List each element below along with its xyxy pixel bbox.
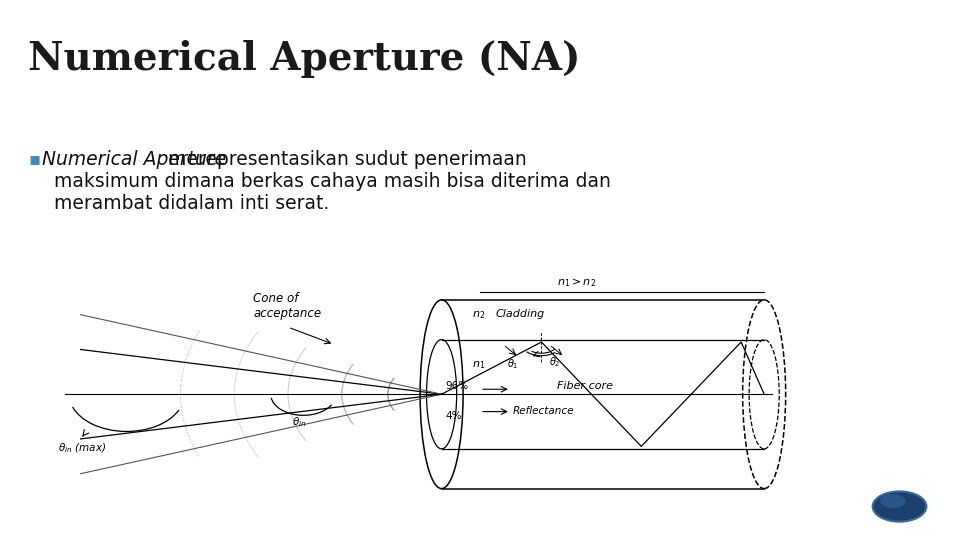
Text: Fiber core: Fiber core [557,381,612,391]
Text: Numerical Aperture (NA): Numerical Aperture (NA) [28,40,581,78]
Text: 96%: 96% [445,381,468,391]
Text: $\theta_1$: $\theta_1$ [507,357,518,370]
Text: $\theta_2$: $\theta_2$ [549,355,561,369]
Text: Cone of: Cone of [253,292,299,305]
Text: maksimum dimana berkas cahaya masih bisa diterima dan: maksimum dimana berkas cahaya masih bisa… [42,172,611,191]
Text: Reflectance: Reflectance [513,406,574,416]
Text: $\theta_{in}$ (max): $\theta_{in}$ (max) [58,442,106,455]
Text: merambat didalam inti serat.: merambat didalam inti serat. [42,194,329,213]
Text: $\theta_{in}$: $\theta_{in}$ [292,415,306,429]
Text: ▪: ▪ [28,150,40,168]
Text: 4%: 4% [445,411,462,421]
Text: acceptance: acceptance [253,307,322,320]
Text: Numerical Aperture: Numerical Aperture [42,150,227,169]
Text: $n_2$: $n_2$ [472,309,486,321]
Text: $n_1 > n_2$: $n_1 > n_2$ [557,276,596,289]
Text: Cladding: Cladding [495,309,544,319]
Text: $n_1$: $n_1$ [472,359,486,370]
Text: merepresentasikan sudut penerimaan: merepresentasikan sudut penerimaan [162,150,527,169]
